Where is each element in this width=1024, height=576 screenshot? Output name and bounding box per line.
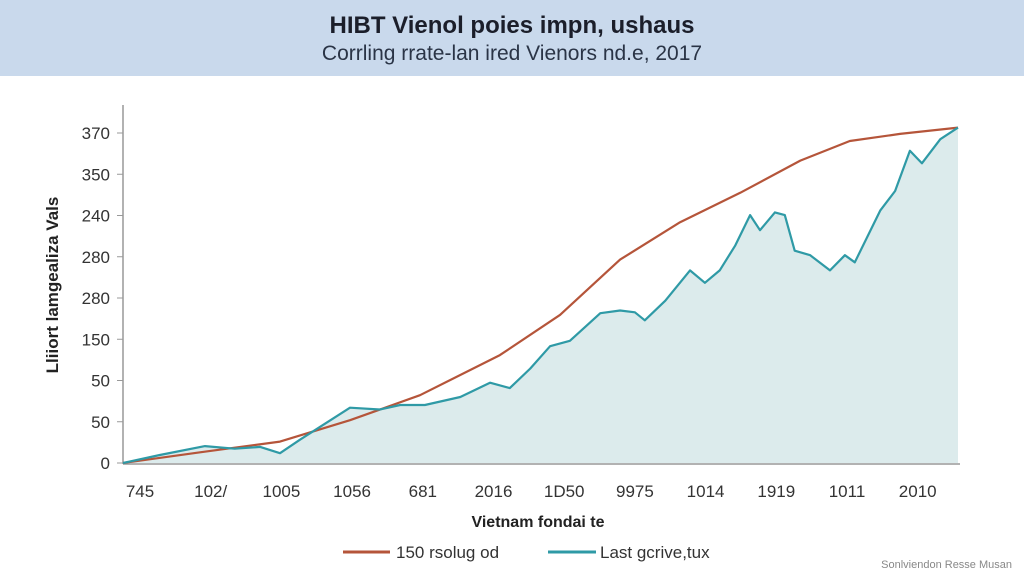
x-tick-label: 1056 [333, 482, 371, 501]
y-tick-label: 150 [82, 330, 110, 349]
chart-subtitle: Corrling rrate-lan ired Vienors nd.e, 20… [321, 42, 703, 65]
x-tick-label: 1005 [262, 482, 300, 501]
x-tick-label: 2016 [475, 482, 513, 501]
y-tick-label: 50 [91, 372, 110, 391]
legend-label-series-2: Last gcrive,tux [600, 543, 710, 562]
x-tick-label: 1014 [687, 482, 725, 501]
series-line-2 [122, 126, 959, 465]
x-tick-label: 1919 [757, 482, 795, 501]
y-tick-label: 280 [82, 248, 110, 267]
x-tick-label: 102/ [194, 482, 227, 501]
y-tick-label: 370 [82, 124, 110, 143]
y-tick-label: 0 [101, 454, 110, 473]
x-tick-label: 2010 [899, 482, 937, 501]
x-tick-label: 9975 [616, 482, 654, 501]
x-tick-label: 1011 [829, 482, 866, 501]
header-band: HIBT Vienol poies impn, ushaus Corrling … [0, 0, 1024, 76]
series-area-fill [123, 127, 958, 463]
x-tick-label: 681 [409, 482, 437, 501]
x-tick-label: 745 [126, 482, 154, 501]
y-tick-label: 240 [82, 207, 110, 226]
legend: 150 rsolug od Last gcrive,tux [343, 543, 710, 562]
y-tick-label: 280 [82, 289, 110, 308]
series-line-1 [122, 126, 959, 465]
x-axis-label: Vietnam fondai te [471, 514, 604, 531]
x-tick-label: 1D50 [544, 482, 585, 501]
chart-title: HIBT Vienol poies impn, ushaus [329, 12, 695, 39]
credit-text: Sonlviendon Resse Musan [881, 559, 1012, 571]
y-tick-label: 350 [82, 165, 110, 184]
y-tick-label: 50 [91, 413, 110, 432]
y-axis-label: Lliiort lamgealiza Vals [43, 197, 62, 374]
legend-label-series-1: 150 rsolug od [396, 543, 499, 562]
